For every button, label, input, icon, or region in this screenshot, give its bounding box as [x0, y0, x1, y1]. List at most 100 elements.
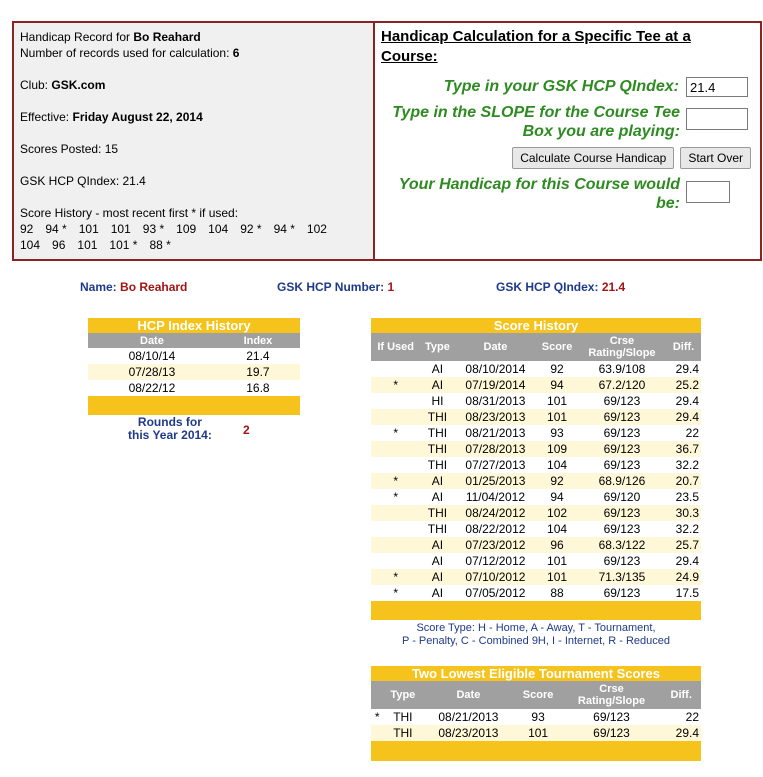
table-cell: HI: [431, 394, 444, 408]
table-cell: 69/123: [603, 458, 641, 472]
column-header: Type: [420, 333, 455, 361]
table-cell: 69/120: [603, 490, 641, 504]
table-row: THI 08/24/2012 102 69/123 30.3: [371, 505, 701, 521]
table-row: * THI 08/21/2013 93 69/123 22: [371, 425, 701, 441]
table-cell: THI: [427, 442, 448, 456]
effective-label: Effective:: [20, 110, 73, 124]
table-row: THI 07/28/2013 109 69/123 36.7: [371, 441, 701, 457]
calculate-handicap-button[interactable]: Calculate Course Handicap: [512, 147, 675, 169]
hcp-index-history-table: HCP Index History Date Index 08/10/14 21.…: [88, 318, 300, 415]
table-cell: *: [393, 378, 398, 392]
slope-prompt: Type in the SLOPE for the Course Tee Box…: [392, 104, 680, 140]
calc-title: Handicap Calculation for a Specific Tee …: [381, 28, 691, 65]
table-cell: 71.3/135: [598, 570, 646, 584]
table-cell: [371, 361, 420, 377]
table-cell: 07/12/2012: [465, 554, 526, 568]
table-cell: *: [393, 426, 398, 440]
summary-name: Name: Bo Reahard: [80, 280, 187, 294]
qindex-prompt: Type in your GSK HCP QIndex:: [443, 78, 679, 95]
table-cell: 16.8: [246, 381, 270, 395]
table-cell: 93: [550, 426, 564, 440]
column-header: Diff.: [661, 681, 701, 709]
column-header: Date: [88, 333, 216, 348]
table-cell: AI: [431, 538, 444, 552]
table-cell: *: [393, 490, 398, 504]
top-section: Handicap Record for Bo Reahard Number of…: [12, 21, 762, 261]
start-over-button[interactable]: Start Over: [680, 147, 751, 169]
score-history-line-2: 104 96 101 101 * 88 *: [20, 237, 367, 253]
table-cell: 08/23/2013: [438, 726, 499, 740]
table-cell: AI: [431, 490, 444, 504]
table-cell: *: [374, 710, 380, 724]
record-title: Handicap Record for Bo Reahard: [20, 29, 367, 45]
number-label: GSK HCP Number:: [277, 280, 385, 294]
table-cell: THI: [427, 426, 448, 440]
table-cell: 101: [547, 394, 568, 408]
qindex-input[interactable]: [686, 77, 748, 97]
table-cell: 07/28/13: [128, 365, 176, 379]
table-cell: 11/04/2012: [465, 490, 525, 504]
table-cell: 88: [550, 586, 564, 600]
table-cell: 93: [531, 710, 545, 724]
table-row: * AI 07/19/2014 94 67.2/120 25.2: [371, 377, 701, 393]
records-used-value: 6: [232, 46, 240, 60]
table-footer: [88, 396, 300, 415]
table-cell: 69/123: [603, 442, 641, 456]
table-cell: THI: [427, 458, 448, 472]
table-cell: 22: [685, 426, 699, 440]
table-cell: AI: [431, 554, 444, 568]
table-row: THI 08/23/2013 101 69/123 29.4: [371, 409, 701, 425]
club-label: Club:: [20, 78, 52, 92]
lowest-tournament-scores-table: Two Lowest Eligible Tournament Scores Ty…: [371, 666, 701, 761]
record-title-prefix: Handicap Record for: [20, 30, 134, 44]
table-cell: 25.7: [675, 538, 699, 552]
table-cell: 07/27/2013: [465, 458, 526, 472]
table-cell: 67.2/120: [598, 378, 646, 392]
table-footer: [371, 741, 701, 761]
record-name: Bo Reahard: [133, 30, 201, 44]
table-cell: 08/23/2013: [465, 410, 526, 424]
table-cell: 30.3: [675, 506, 699, 520]
column-header: Type: [383, 681, 423, 709]
table-cell: [371, 393, 420, 409]
table-cell: [371, 521, 420, 537]
qindex-value: 21.4: [601, 280, 626, 294]
history-score: 109: [176, 222, 197, 236]
table-cell: 20.7: [675, 474, 699, 488]
column-header: Diff.: [666, 333, 701, 361]
table-cell: AI: [431, 570, 444, 584]
table-cell: 32.2: [675, 522, 699, 536]
table-cell: AI: [431, 586, 444, 600]
score-history-title: Score History: [493, 318, 579, 333]
history-score: 104: [20, 238, 41, 252]
number-value: 1: [387, 280, 395, 294]
qindex-label: GSK HCP QIndex:: [496, 280, 599, 294]
table-cell: 69/123: [603, 506, 641, 520]
table-cell: 08/22/2012: [465, 522, 526, 536]
table-cell: 101: [547, 570, 568, 584]
table-cell: 94: [550, 490, 564, 504]
history-score: 94 *: [45, 222, 67, 236]
rounds-value: 2: [243, 423, 250, 437]
table-cell: 68.3/122: [598, 538, 646, 552]
table-cell: [371, 441, 420, 457]
hcp-history-title: HCP Index History: [137, 318, 251, 333]
table-cell: THI: [427, 410, 448, 424]
score-history-label: Score History - most recent first * if u…: [20, 206, 239, 220]
table-cell: 63.9/108: [598, 362, 646, 376]
table-cell: [371, 409, 420, 425]
result-field[interactable]: [686, 181, 730, 203]
table-row: * AI 07/05/2012 88 69/123 17.5: [371, 585, 701, 601]
table-cell: 92: [550, 362, 564, 376]
table-cell: 104: [547, 522, 568, 536]
table-cell: 22: [685, 710, 699, 724]
records-used-label: Number of records used for calculation:: [20, 46, 233, 60]
table-cell: 19.7: [246, 365, 270, 379]
summary-number: GSK HCP Number: 1: [277, 280, 394, 294]
table-cell: 101: [528, 726, 549, 740]
rounds-label: Rounds for this Year 2014:: [128, 416, 212, 442]
slope-input[interactable]: [686, 108, 748, 130]
column-header: Score: [536, 333, 578, 361]
table-cell: 07/05/2012: [465, 586, 526, 600]
table-cell: 96: [550, 538, 564, 552]
